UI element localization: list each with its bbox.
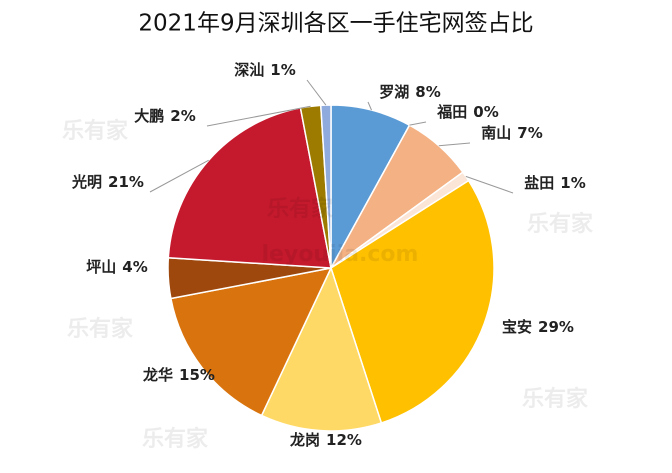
category-label: 盐田 — [524, 174, 554, 192]
watermark: 乐有家 — [142, 426, 209, 452]
leader-line — [206, 105, 311, 127]
watermark: 乐有家 — [67, 316, 134, 342]
category-label: 南山 — [481, 124, 511, 142]
data-label: 罗湖 8% — [379, 83, 440, 101]
category-label: 深汕 — [234, 61, 264, 79]
data-label: 龙岗 12% — [289, 431, 362, 449]
value-label: 1% — [560, 174, 585, 192]
category-label: 光明 — [71, 173, 102, 191]
leader-line — [438, 142, 471, 147]
watermark: 乐有家 — [62, 118, 129, 144]
leader-line — [306, 79, 327, 106]
category-label: 龙华 — [142, 366, 173, 384]
chart-title: 2021年9月深圳各区一手住宅网签占比 — [138, 11, 533, 37]
category-label: 大鹏 — [134, 107, 164, 125]
data-label: 宝安 29% — [502, 318, 574, 336]
data-label: 深汕 1% — [234, 61, 295, 79]
category-label: 罗湖 — [379, 83, 409, 101]
watermark: 乐有家 — [527, 211, 594, 237]
watermark-url: leyoujia.com — [262, 242, 419, 267]
data-label: 盐田 1% — [524, 174, 585, 192]
category-label: 龙岗 — [289, 431, 320, 449]
watermark: 乐有家 — [267, 196, 334, 222]
data-label: 南山 7% — [481, 124, 542, 142]
pie-slice — [330, 179, 495, 424]
category-label: 宝安 — [502, 318, 532, 336]
value-label: 29% — [538, 318, 574, 336]
leader-line — [149, 159, 209, 193]
value-label: 12% — [326, 431, 362, 449]
pie-slice — [260, 265, 383, 432]
labels: 罗湖 8% 福田 0% 南山 7% 盐田 1% 宝安 29% 龙岗 12% 龙华 15% 坪山 4% 光明 21%… — [71, 61, 586, 449]
value-label: 21% — [108, 173, 144, 191]
value-label: 7% — [517, 124, 542, 142]
value-label: 0% — [473, 103, 498, 121]
category-label: 坪山 — [86, 258, 116, 276]
pie-slice — [170, 266, 333, 417]
watermark: 乐有家 — [522, 386, 589, 412]
data-label: 福田 0% — [436, 103, 498, 121]
data-label: 龙华 15% — [142, 366, 215, 384]
data-label: 光明 21% — [71, 173, 144, 191]
pie — [167, 104, 495, 432]
value-label: 4% — [122, 258, 147, 276]
value-label: 2% — [170, 107, 195, 125]
value-label: 15% — [179, 366, 215, 384]
leader-line — [409, 121, 427, 126]
value-label: 1% — [270, 61, 295, 79]
data-label: 坪山 4% — [86, 258, 147, 276]
category-label: 福田 — [436, 103, 467, 121]
value-label: 8% — [415, 83, 440, 101]
pie-slice — [319, 104, 332, 269]
leader-line — [465, 175, 514, 194]
pie-slice — [167, 107, 332, 269]
leader-line — [367, 101, 372, 111]
data-label: 大鹏 2% — [134, 107, 195, 125]
